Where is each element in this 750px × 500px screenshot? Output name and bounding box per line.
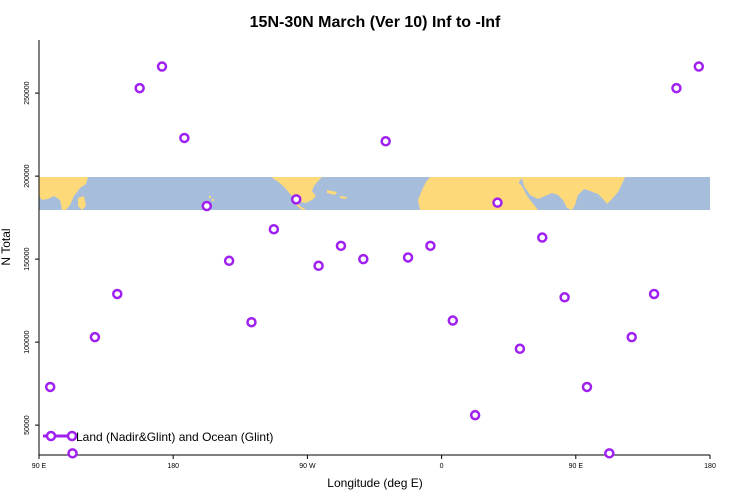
x-tick-label: 90 E <box>32 463 47 470</box>
legend: Land (Nadir&Glint) and Ocean (Glint) <box>43 430 273 444</box>
data-point <box>581 381 593 393</box>
data-point <box>290 194 302 205</box>
y-tick-label: 50000 <box>24 415 31 435</box>
data-point <box>604 448 615 459</box>
chart-title: 15N-30N March (Ver 10) Inf to -Inf <box>250 14 501 31</box>
x-tick-label: 180 <box>704 463 716 470</box>
y-tick-label: 200000 <box>24 164 31 187</box>
data-point <box>402 252 414 263</box>
data-points <box>44 61 705 459</box>
y-axis-label: N Total <box>0 228 13 265</box>
data-point <box>492 197 503 208</box>
x-tick-label: 0 <box>440 463 444 470</box>
data-point <box>425 240 436 252</box>
x-tick-label: 90 W <box>299 463 316 470</box>
data-point <box>134 82 145 94</box>
data-point <box>537 232 548 243</box>
legend-marker <box>66 430 78 442</box>
y-tick-label: 150000 <box>24 247 31 270</box>
data-point <box>156 61 168 72</box>
data-point <box>559 292 570 303</box>
map-land <box>39 177 625 210</box>
data-point <box>514 343 526 355</box>
y-tick-label: 100000 <box>24 330 31 353</box>
y-tick-label: 250000 <box>24 81 31 104</box>
legend-marker <box>45 430 57 442</box>
data-point <box>380 136 391 147</box>
legend-label: Land (Nadir&Glint) and Ocean (Glint) <box>76 430 273 444</box>
data-point <box>693 61 705 72</box>
data-point <box>469 409 481 421</box>
data-point <box>67 448 78 459</box>
data-point <box>179 132 190 144</box>
y-axis: 50000 100000 150000 200000 250000 <box>24 81 39 435</box>
data-point <box>313 260 324 272</box>
map-band <box>39 177 710 210</box>
data-point <box>89 331 101 343</box>
x-tick-label: 180 <box>167 463 179 470</box>
data-point <box>335 240 347 252</box>
data-point <box>268 223 280 235</box>
data-point <box>648 288 660 300</box>
data-point <box>44 381 56 393</box>
data-point <box>671 82 682 94</box>
data-point <box>447 315 459 326</box>
data-point <box>626 331 637 343</box>
data-point <box>358 253 369 265</box>
x-axis-label: Longitude (deg E) <box>327 476 422 490</box>
plot-frame <box>38 40 710 456</box>
x-axis: 90 E 180 90 W 0 90 E 180 <box>32 455 716 470</box>
data-point <box>223 255 235 267</box>
data-point <box>201 200 212 212</box>
data-point <box>112 288 123 300</box>
data-point <box>246 316 257 328</box>
x-tick-label: 90 E <box>569 463 584 470</box>
